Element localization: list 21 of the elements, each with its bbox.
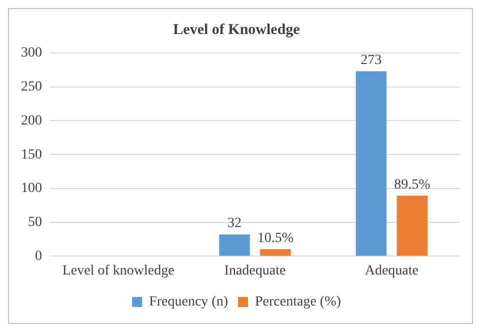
y-tick-label: 0	[35, 248, 42, 264]
x-tick-label: Adequate	[364, 263, 418, 278]
bar	[260, 249, 291, 256]
data-label: 273	[360, 52, 382, 68]
legend-label: Frequency (n)	[149, 294, 228, 310]
x-tick-label: Level of knowledge	[62, 263, 174, 278]
y-tick-label: 250	[21, 80, 42, 95]
x-tick-label: Inadequate	[224, 263, 286, 278]
bar	[356, 71, 387, 256]
data-label: 10.5%	[257, 230, 294, 246]
bar	[396, 196, 428, 256]
bar	[219, 234, 250, 256]
y-tick-label: 100	[21, 181, 42, 196]
data-label: 89.5%	[394, 177, 431, 192]
legend-label: Percentage (%)	[255, 294, 342, 310]
data-label: 32	[228, 216, 242, 232]
y-tick-label: 200	[21, 113, 42, 128]
y-tick-label: 50	[28, 215, 42, 230]
y-tick-label: 150	[21, 147, 42, 162]
chart-title: Level of Knowledge	[173, 22, 300, 38]
y-tick-label: 300	[21, 46, 42, 61]
